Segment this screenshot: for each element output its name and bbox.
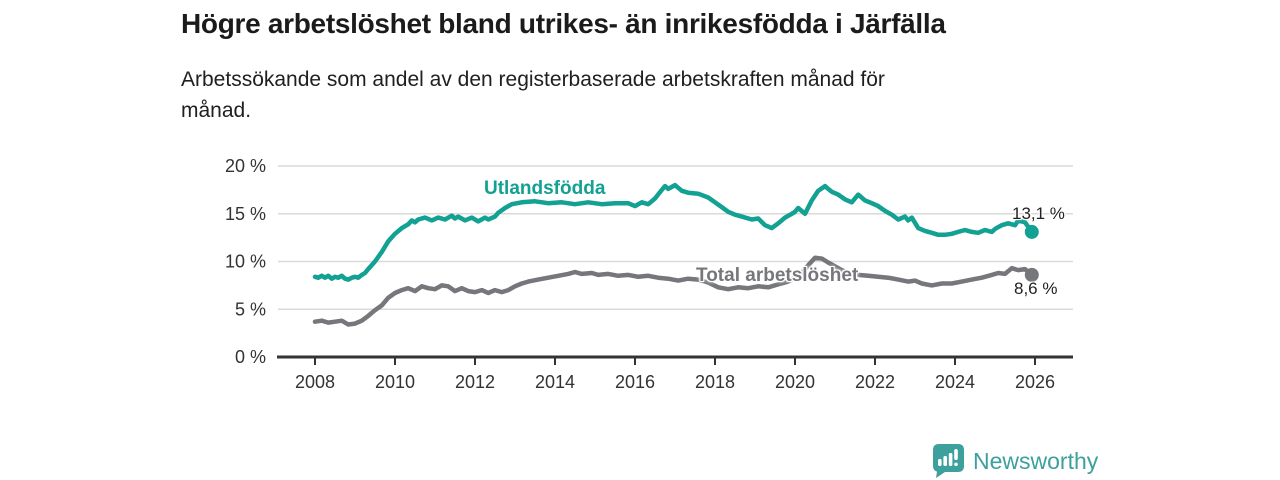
x-axis-tick-label: 2022 [855, 372, 895, 392]
x-axis-tick-label: 2020 [775, 372, 815, 392]
x-axis-tick-label: 2012 [455, 372, 495, 392]
subtitle-line-2: månad. [181, 99, 252, 122]
x-axis-tick-label: 2010 [375, 372, 415, 392]
y-axis-tick-label: 20 % [225, 156, 266, 176]
x-axis-tick-label: 2016 [615, 372, 655, 392]
x-axis-tick-label: 2026 [1015, 372, 1055, 392]
newsworthy-logo-icon [933, 444, 964, 478]
x-axis-tick-label: 2024 [935, 372, 975, 392]
chart-title: Högre arbetslöshet bland utrikes- än inr… [181, 8, 946, 39]
series-end-dot-0 [1024, 224, 1039, 239]
newsworthy-logo-text: Newsworthy [973, 447, 1099, 474]
newsworthy-logo[interactable]: Newsworthy [933, 444, 1098, 478]
series-end-dot-1 [1024, 267, 1039, 282]
chart-subtitle: Arbetssökande som andel av den registerb… [181, 64, 885, 126]
end-value-utlandsfodda: 13,1 % [1012, 204, 1065, 223]
x-axis-tick-label: 2014 [535, 372, 575, 392]
subtitle-line-1: Arbetssökande som andel av den registerb… [181, 68, 885, 91]
y-axis-tick-label: 10 % [225, 252, 266, 272]
y-axis-tick-label: 15 % [225, 204, 266, 224]
series-label-utlandsfodda: Utlandsfödda [484, 178, 606, 199]
x-axis-tick-label: 2008 [295, 372, 335, 392]
y-axis-tick-label: 0 % [235, 347, 266, 367]
end-value-total-arbetsloshet: 8,6 % [1014, 279, 1058, 298]
x-axis-tick-label: 2018 [695, 372, 735, 392]
series-label-total-arbetsloshet: Total arbetslöshet [696, 265, 859, 286]
y-axis-tick-label: 5 % [235, 299, 266, 319]
series-line-0 [312, 182, 1035, 282]
series-line-1 [312, 255, 1035, 327]
